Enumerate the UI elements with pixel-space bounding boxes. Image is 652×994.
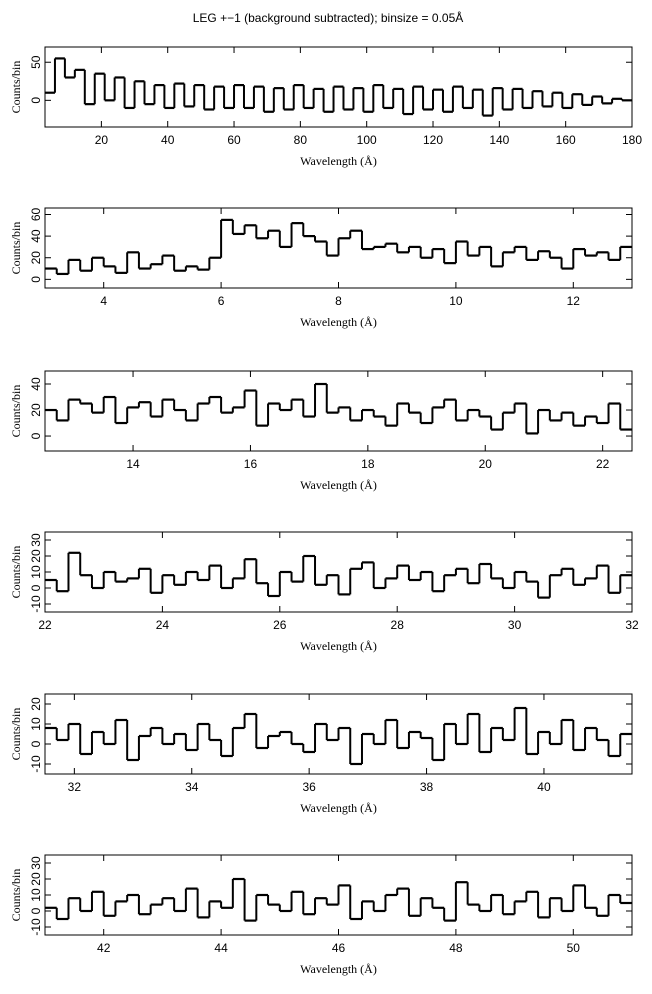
y-tick-label: 10 bbox=[29, 888, 43, 902]
y-tick-label: 30 bbox=[29, 856, 43, 870]
y-tick-label: 40 bbox=[29, 377, 43, 391]
x-axis-label: Wavelength (Å) bbox=[300, 154, 377, 168]
x-tick-label: 50 bbox=[567, 941, 581, 955]
x-tick-label: 42 bbox=[97, 941, 111, 955]
y-tick-label: 30 bbox=[29, 533, 43, 547]
y-tick-label: 0 bbox=[29, 740, 43, 747]
y-tick-label: 20 bbox=[29, 251, 43, 265]
x-tick-label: 180 bbox=[622, 133, 642, 147]
x-tick-label: 14 bbox=[126, 457, 140, 471]
x-tick-label: 24 bbox=[156, 618, 170, 632]
x-tick-label: 60 bbox=[227, 133, 241, 147]
x-tick-label: 6 bbox=[218, 294, 225, 308]
y-axis-label: Counts/bin bbox=[9, 385, 23, 438]
x-axis-label: Wavelength (Å) bbox=[300, 801, 377, 815]
x-tick-label: 16 bbox=[244, 457, 258, 471]
y-tick-label: 60 bbox=[29, 207, 43, 221]
y-tick-label: 20 bbox=[29, 403, 43, 417]
y-axis-label: Counts/bin bbox=[9, 708, 23, 761]
figure-title: LEG +−1 (background subtracted); binsize… bbox=[193, 10, 464, 25]
x-tick-label: 18 bbox=[361, 457, 375, 471]
x-tick-label: 28 bbox=[391, 618, 405, 632]
y-tick-label: -10 bbox=[29, 755, 43, 773]
axes-frame bbox=[44, 531, 633, 613]
x-tick-label: 8 bbox=[335, 294, 342, 308]
y-tick-label: 0 bbox=[29, 432, 43, 439]
x-tick-label: 20 bbox=[95, 133, 109, 147]
y-tick-label: -10 bbox=[29, 595, 43, 613]
x-tick-label: 46 bbox=[332, 941, 346, 955]
x-tick-label: 26 bbox=[273, 618, 287, 632]
x-tick-label: 100 bbox=[357, 133, 377, 147]
y-tick-label: 50 bbox=[29, 55, 43, 69]
x-tick-label: 38 bbox=[420, 780, 434, 794]
x-axis-label: Wavelength (Å) bbox=[300, 478, 377, 492]
y-tick-label: 40 bbox=[29, 229, 43, 243]
y-axis-label: Counts/bin bbox=[9, 546, 23, 599]
axes-frame bbox=[44, 693, 633, 775]
y-tick-label: -10 bbox=[29, 918, 43, 936]
x-tick-label: 20 bbox=[479, 457, 493, 471]
y-tick-label: 20 bbox=[29, 549, 43, 563]
x-tick-label: 4 bbox=[100, 294, 107, 308]
x-tick-label: 48 bbox=[449, 941, 463, 955]
x-tick-label: 80 bbox=[294, 133, 308, 147]
x-tick-label: 140 bbox=[489, 133, 509, 147]
y-tick-label: 0 bbox=[29, 276, 43, 283]
y-tick-label: 10 bbox=[29, 717, 43, 731]
y-axis-label: Counts/bin bbox=[9, 61, 23, 114]
x-tick-label: 10 bbox=[449, 294, 463, 308]
y-tick-label: 20 bbox=[29, 697, 43, 711]
y-tick-label: 0 bbox=[29, 584, 43, 591]
x-tick-label: 32 bbox=[68, 780, 82, 794]
y-tick-label: 0 bbox=[29, 907, 43, 914]
y-tick-label: 20 bbox=[29, 872, 43, 886]
x-tick-label: 12 bbox=[567, 294, 581, 308]
x-tick-label: 22 bbox=[596, 457, 610, 471]
x-tick-label: 36 bbox=[302, 780, 316, 794]
x-tick-label: 32 bbox=[625, 618, 639, 632]
x-axis-label: Wavelength (Å) bbox=[300, 315, 377, 329]
x-tick-label: 30 bbox=[508, 618, 522, 632]
y-axis-label: Counts/bin bbox=[9, 222, 23, 275]
x-axis-label: Wavelength (Å) bbox=[300, 962, 377, 976]
x-tick-label: 22 bbox=[38, 618, 52, 632]
x-tick-label: 160 bbox=[556, 133, 576, 147]
axes-frame bbox=[44, 46, 633, 128]
x-axis-label: Wavelength (Å) bbox=[300, 639, 377, 653]
y-axis-label: Counts/bin bbox=[9, 869, 23, 922]
y-tick-label: 0 bbox=[29, 97, 43, 104]
x-tick-label: 120 bbox=[423, 133, 443, 147]
x-tick-label: 40 bbox=[537, 780, 551, 794]
axes-frame bbox=[44, 370, 633, 452]
x-tick-label: 34 bbox=[185, 780, 199, 794]
y-tick-label: 10 bbox=[29, 565, 43, 579]
x-tick-label: 40 bbox=[161, 133, 175, 147]
x-tick-label: 44 bbox=[214, 941, 228, 955]
